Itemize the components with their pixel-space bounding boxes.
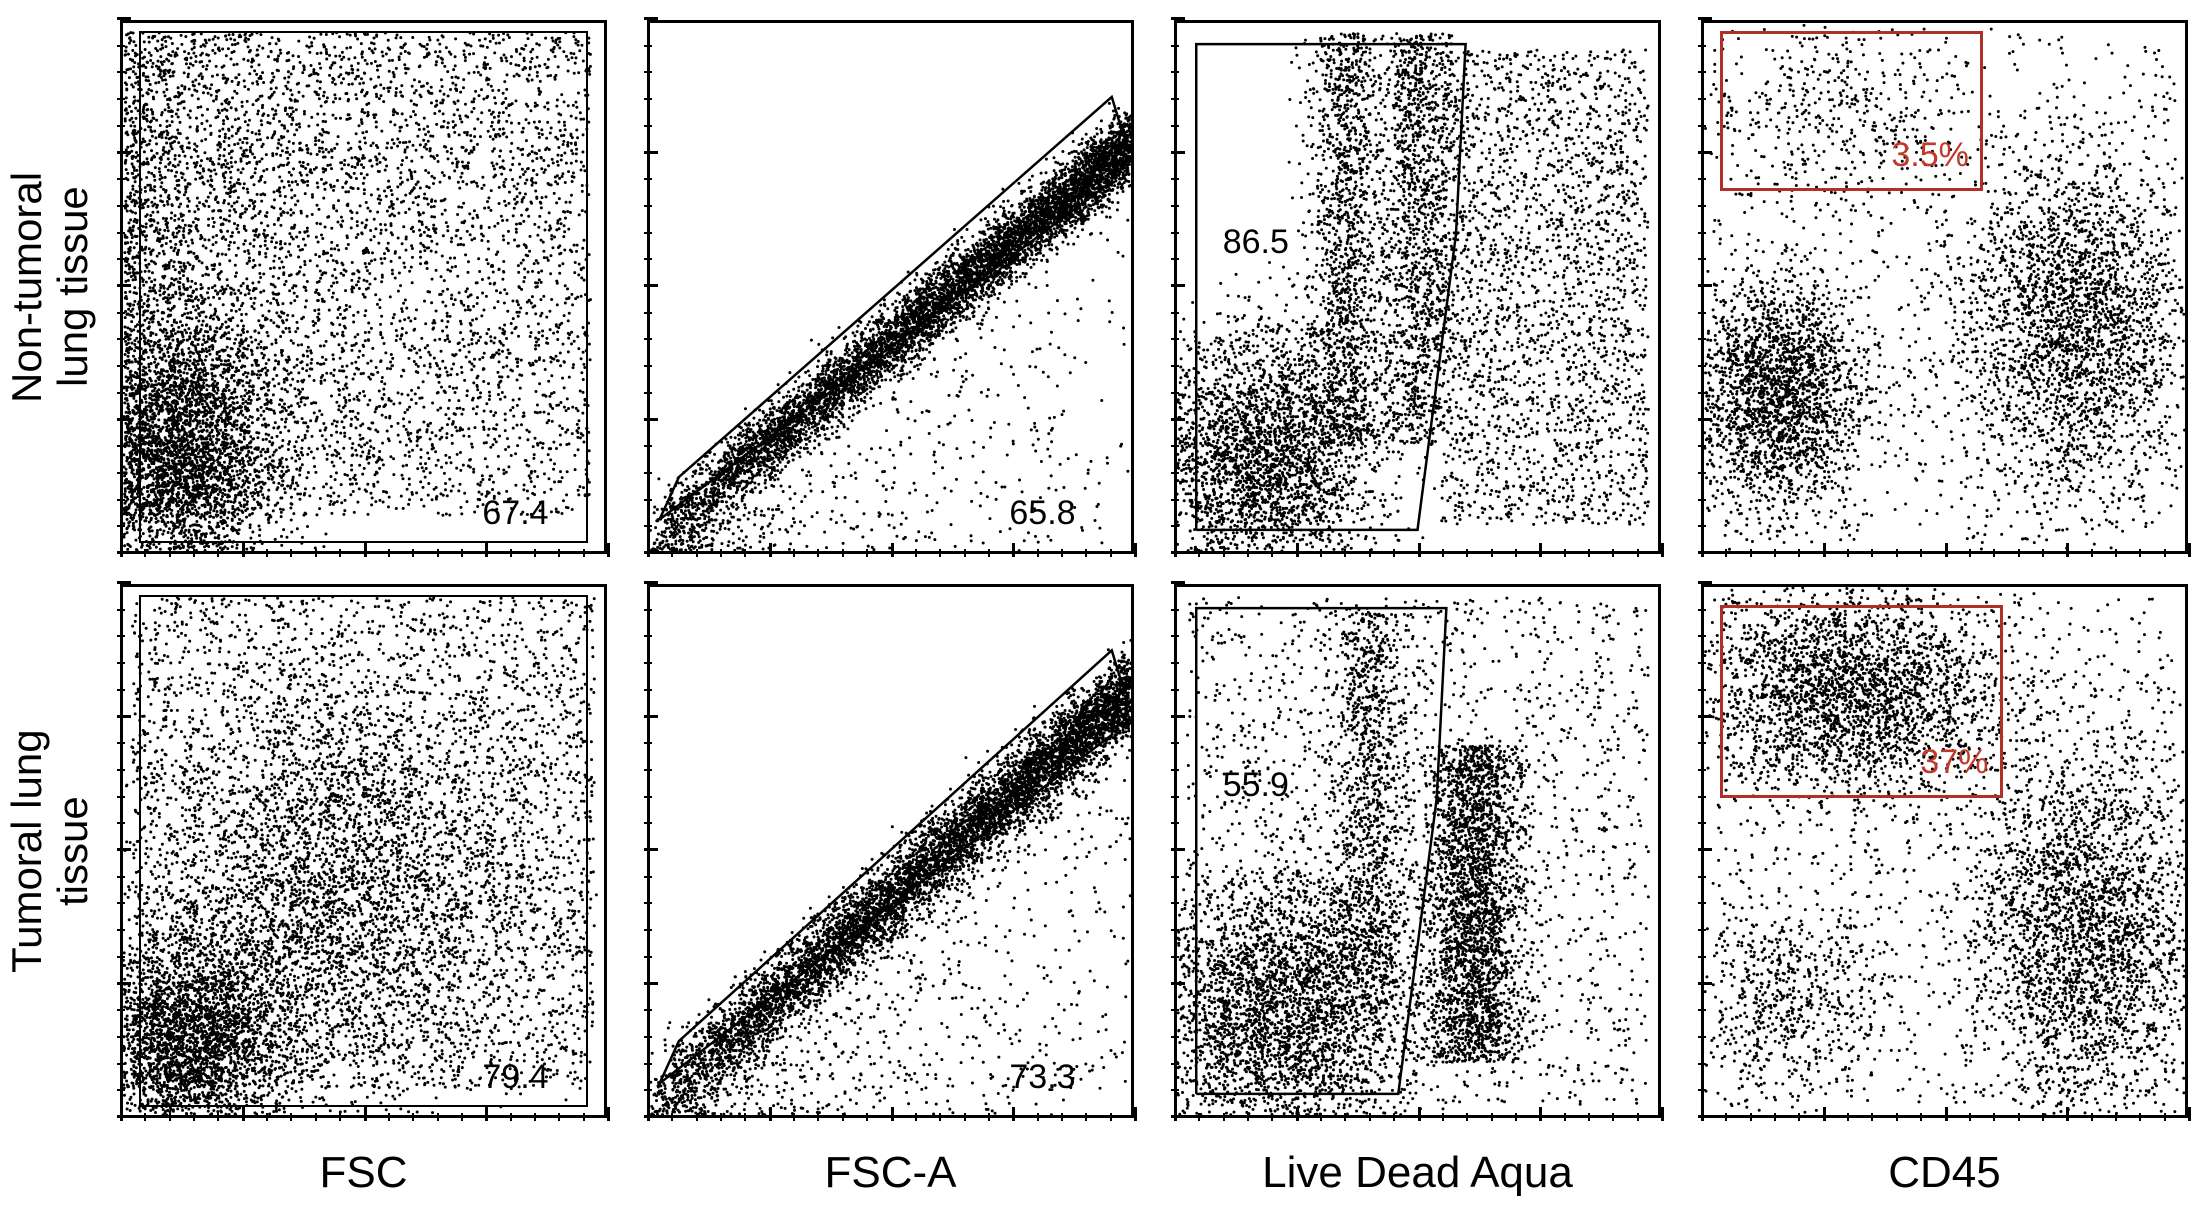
panel-r0-c2: 86.5: [1174, 20, 1661, 554]
gate-label: 67.4: [482, 494, 548, 533]
col-label-fsc: FSC: [120, 1148, 607, 1198]
col-label-cd45: CD45: [1701, 1148, 2188, 1198]
gate-label: 65.8: [1009, 494, 1075, 533]
gate-label: 3.5%: [1891, 136, 1969, 175]
gate-label: 37%: [1920, 743, 1988, 782]
col-label-fsc-a: FSC-A: [647, 1148, 1134, 1198]
panel-r0-c1: 65.8: [647, 20, 1134, 554]
panel-r1-c2: 55.9: [1174, 584, 1661, 1118]
panel-r0-c0: 67.4: [120, 20, 607, 554]
col-label-livedead: Live Dead Aqua: [1174, 1148, 1661, 1198]
panel-r1-c1: 73.3: [647, 584, 1134, 1118]
gate-label: 73.3: [1009, 1058, 1075, 1097]
flow-cytometry-figure: Non-tumoral lung tissue 67.4 65.8 86.5 3…: [20, 20, 2188, 1198]
gate-label: 79.4: [482, 1058, 548, 1097]
panel-r1-c0: 79.4: [120, 584, 607, 1118]
gate-label: 86.5: [1223, 223, 1289, 262]
panel-r1-c3: 37%: [1701, 584, 2188, 1118]
row-label-tumoral: Tumoral lung tissue: [20, 584, 80, 1118]
gate-label: 55.9: [1223, 766, 1289, 805]
corner-spacer: [20, 1148, 80, 1198]
row-label-non-tumoral: Non-tumoral lung tissue: [20, 20, 80, 554]
panel-r0-c3: 3.5%: [1701, 20, 2188, 554]
